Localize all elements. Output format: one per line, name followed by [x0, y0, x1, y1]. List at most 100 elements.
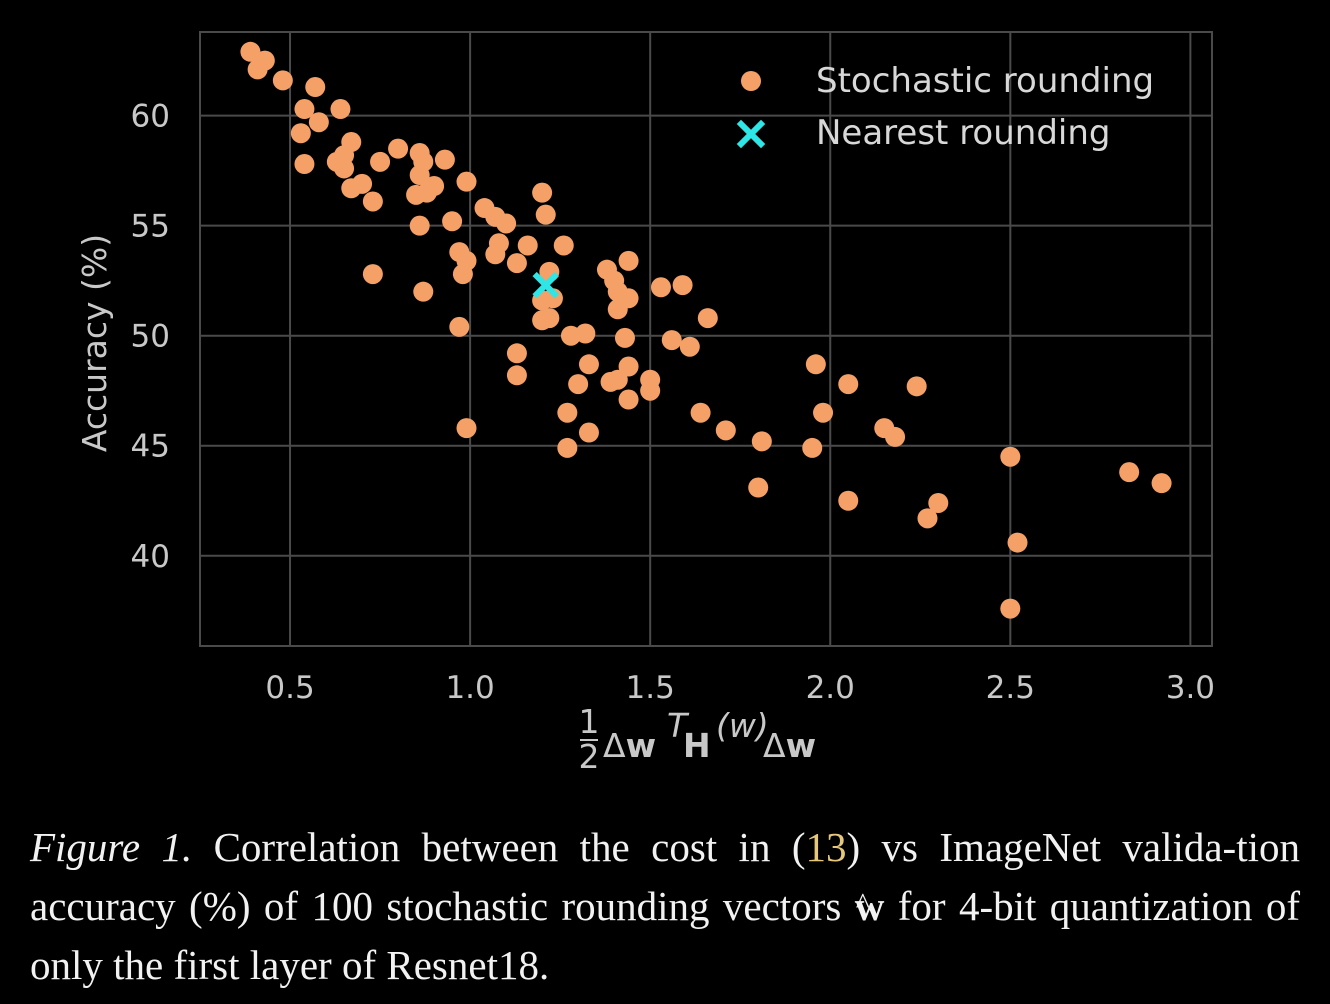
x-axis-label: 1 2 Δw T H (w) Δw	[579, 702, 817, 776]
stochastic-point	[805, 354, 826, 375]
stochastic-point	[917, 508, 938, 529]
stochastic-point	[672, 275, 693, 296]
stochastic-point	[928, 492, 949, 513]
stochastic-point	[618, 389, 639, 410]
stochastic-point	[838, 490, 859, 511]
stochastic-point	[661, 330, 682, 351]
x-label-hessian: H	[683, 726, 711, 765]
caption-text-1: Correlation between the cost in (	[192, 824, 806, 870]
y-axis-label: Accuracy (%)	[75, 234, 114, 452]
stochastic-point	[506, 365, 527, 386]
legend-nearest-label: Nearest rounding	[816, 113, 1110, 153]
stochastic-point	[1000, 598, 1021, 619]
x-tick-labels: 0.5 1.0 1.5 2.0 2.5 3.0	[265, 670, 1215, 706]
nearest-point	[532, 271, 559, 299]
stochastic-point	[294, 99, 315, 120]
stochastic-point	[485, 244, 506, 265]
stochastic-point	[442, 211, 463, 232]
stochastic-point	[362, 191, 383, 212]
stochastic-point	[308, 112, 329, 133]
caption-figure-label: Figure 1.	[30, 824, 193, 870]
stochastic-point	[553, 235, 574, 256]
caption-equation-ref[interactable]: 13	[805, 824, 847, 870]
figure-caption: Figure 1. Correlation between the cost i…	[30, 818, 1300, 995]
stochastic-point	[449, 316, 470, 337]
x-tick-label: 2.5	[986, 670, 1035, 706]
stochastic-point	[413, 281, 434, 302]
x-label-frac-den: 2	[579, 737, 600, 776]
x-tick-label: 1.0	[445, 670, 494, 706]
stochastic-point	[535, 204, 556, 225]
y-tick-label: 45	[131, 429, 170, 465]
stochastic-point	[748, 477, 769, 498]
legend-nearest-marker	[736, 119, 766, 149]
caption-w-glyph: w	[854, 883, 885, 929]
stochastic-point	[650, 277, 671, 298]
caption-text-3: for 4-bit quantization of only the first…	[30, 883, 1301, 988]
stochastic-point	[715, 420, 736, 441]
stochastic-point	[330, 99, 351, 120]
grid	[200, 32, 1212, 646]
stochastic-point	[690, 402, 711, 423]
y-tick-labels: 40 45 50 55 60	[131, 99, 170, 575]
stochastic-point	[607, 369, 628, 390]
stochastic-point	[679, 336, 700, 357]
stochastic-point	[341, 132, 362, 153]
x-label-transpose: T	[667, 706, 690, 745]
stochastic-point	[557, 402, 578, 423]
stochastic-point	[885, 426, 906, 447]
scatter-plot: 0.5 1.0 1.5 2.0 2.5 3.0 40 45 50 55 60 Stochastic…	[75, 31, 1215, 776]
stochastic-point	[506, 253, 527, 274]
caption-w-hat: ^ w	[855, 877, 885, 936]
x-tick-label: 0.5	[265, 670, 314, 706]
stochastic-point	[517, 235, 538, 256]
stochastic-point	[575, 323, 596, 344]
stochastic-point	[838, 374, 859, 395]
stochastic-point	[496, 213, 517, 234]
legend-stochastic-label: Stochastic rounding	[816, 61, 1154, 101]
stochastic-point	[1151, 473, 1172, 494]
stochastic-point	[751, 431, 772, 452]
caption-text-2: ) vs ImageNet valida-tion accuracy (%) o…	[30, 824, 1300, 929]
stochastic-point	[813, 402, 834, 423]
stochastic-point	[697, 308, 718, 329]
stochastic-point	[416, 182, 437, 203]
x-tick-label: 1.5	[626, 670, 675, 706]
stochastic-point	[334, 158, 355, 179]
x-label-delta: Δw	[603, 726, 656, 765]
stochastic-point	[409, 215, 430, 236]
y-tick-label: 55	[131, 209, 170, 245]
stochastic-point	[532, 182, 553, 203]
stochastic-point	[452, 264, 473, 285]
caption-hat-glyph: ^	[855, 887, 870, 920]
stochastic-point	[456, 171, 477, 192]
stochastic-point	[254, 50, 275, 71]
stochastic-point	[640, 380, 661, 401]
stochastic-point	[305, 77, 326, 98]
stochastic-point	[434, 149, 455, 170]
stochastic-point	[456, 418, 477, 439]
stochastic-point	[1007, 532, 1028, 553]
legend: Stochastic rounding Nearest rounding	[736, 61, 1154, 153]
stochastic-point	[906, 376, 927, 397]
stochastic-point	[240, 41, 261, 62]
y-tick-label: 60	[131, 99, 170, 135]
stochastic-point	[362, 264, 383, 285]
y-tick-label: 50	[131, 319, 170, 355]
stochastic-point	[506, 343, 527, 364]
stochastic-point	[1119, 462, 1140, 483]
x-label-delta-w: Δw	[763, 726, 816, 765]
x-label-superscript: (w)	[716, 706, 769, 745]
plot-frame	[199, 31, 1213, 647]
stochastic-point	[802, 437, 823, 458]
stochastic-point	[370, 151, 391, 172]
legend-stochastic-marker	[741, 71, 761, 91]
data-points	[240, 41, 1172, 619]
stochastic-point	[578, 422, 599, 443]
x-tick-label: 2.0	[806, 670, 855, 706]
stochastic-point	[388, 138, 409, 159]
stochastic-point	[578, 354, 599, 375]
stochastic-point	[618, 288, 639, 309]
stochastic-point	[557, 437, 578, 458]
